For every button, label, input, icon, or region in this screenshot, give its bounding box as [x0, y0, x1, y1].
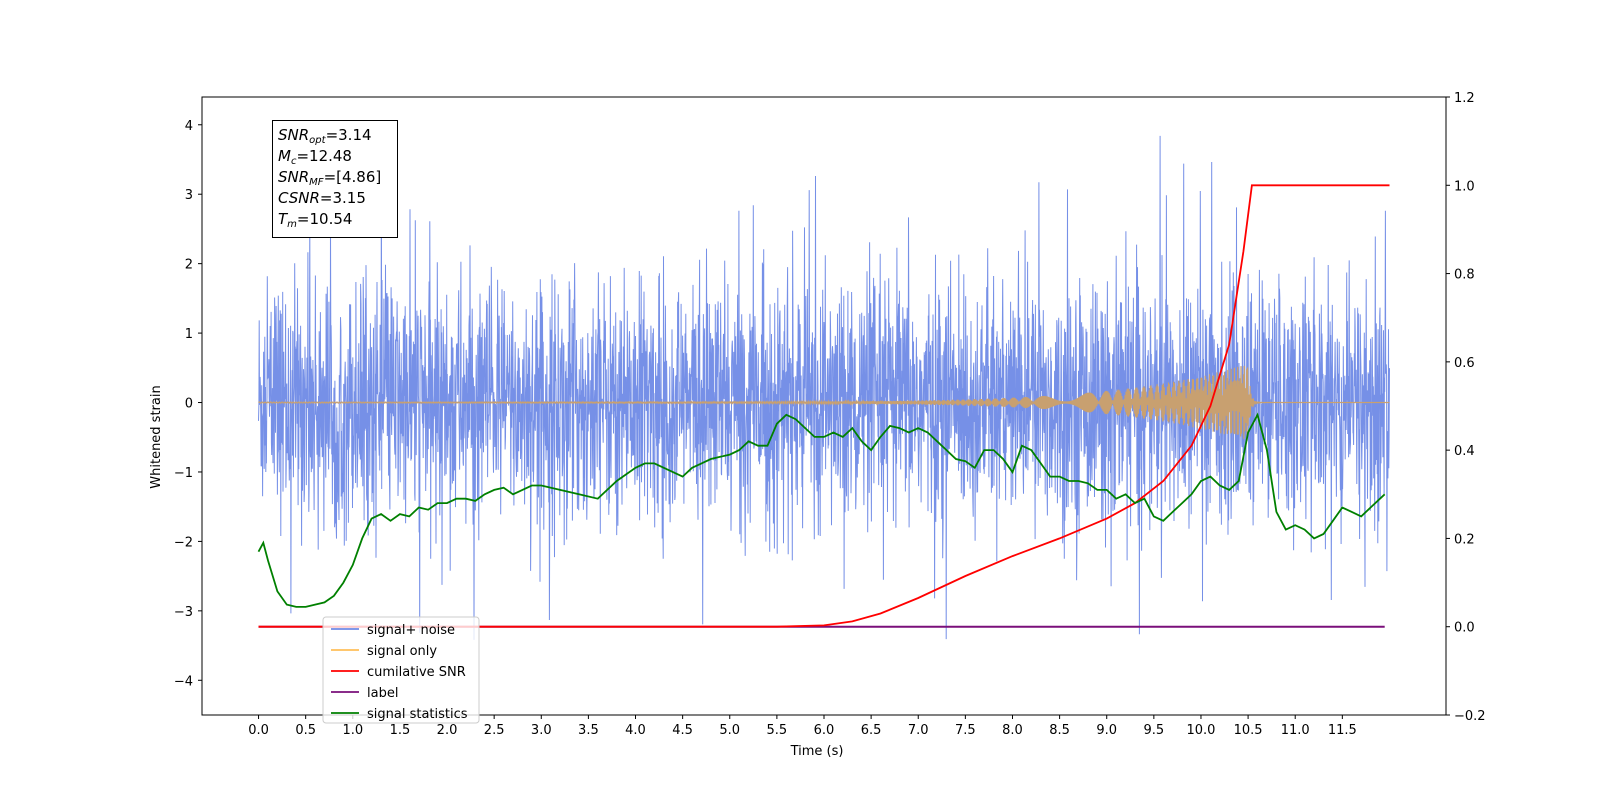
x-tick-label: 5.0 [719, 723, 740, 738]
y-left-tick-label: 1 [185, 327, 193, 342]
y-left-tick-label: −2 [174, 535, 193, 550]
y-right-tick-label: 1.2 [1454, 91, 1475, 106]
y-left-tick-label: −4 [174, 674, 193, 689]
x-tick-label: 10.5 [1234, 723, 1263, 738]
x-tick-label: 6.5 [861, 723, 882, 738]
legend-label: signal statistics [367, 707, 468, 722]
x-axis-ticks: 0.0 0.5 1.0 1.5 2.0 2.5 3.0 3.5 4.0 4.5 5.0 5.5 6.0 6… [248, 715, 1357, 738]
y-right-tick-label: 0.2 [1454, 532, 1475, 547]
y-left-tick-label: 4 [185, 119, 193, 134]
legend-label: signal+ noise [367, 623, 455, 638]
y-right-tick-label: 1.0 [1454, 179, 1475, 194]
x-tick-label: 4.5 [672, 723, 693, 738]
y-right-tick-label: 0.8 [1454, 268, 1475, 283]
legend-label: cumilative SNR [367, 665, 466, 680]
y-left-tick-label: 2 [185, 258, 193, 273]
x-tick-label: 6.0 [814, 723, 835, 738]
y-left-tick-label: −3 [174, 605, 193, 620]
signal-statistics-series [257, 412, 1386, 608]
x-tick-label: 5.5 [767, 723, 788, 738]
x-tick-label: 7.0 [908, 723, 929, 738]
y-axis-label: Whitened strain [149, 385, 164, 488]
cumulative-snr-line [258, 184, 1390, 628]
tm-line: Tm=10.54 [278, 210, 353, 230]
x-tick-label: 10.0 [1186, 723, 1215, 738]
legend-label: label [367, 686, 398, 701]
x-axis-label: Time (s) [790, 744, 844, 759]
x-tick-label: 0.0 [248, 723, 269, 738]
y-left-axis-ticks: 4 3 2 1 0 −1 −2 −3 −4 [174, 119, 202, 689]
y-right-tick-label: 0.4 [1454, 444, 1475, 459]
signal-noise-line [258, 135, 1390, 640]
x-tick-label: 7.5 [955, 723, 976, 738]
x-tick-label: 2.5 [484, 723, 505, 738]
y-right-tick-label: −0.2 [1454, 709, 1486, 724]
x-tick-label: 11.5 [1328, 723, 1357, 738]
x-tick-label: 2.0 [437, 723, 458, 738]
signal-only-line [258, 365, 1390, 441]
x-tick-label: 9.0 [1096, 723, 1117, 738]
signal-only-series [258, 365, 1390, 441]
y-right-tick-label: 0.6 [1454, 356, 1475, 371]
x-tick-label: 3.5 [578, 723, 599, 738]
snr-opt-line: SNRopt=3.14 [278, 126, 372, 146]
snr-mf-line: SNRMF=[4.86] [278, 168, 382, 188]
csnr-line: CSNR=3.15 [278, 189, 366, 207]
y-left-tick-label: 3 [185, 188, 193, 203]
mc-line: Mc=12.48 [278, 147, 352, 167]
signal-noise-series [258, 135, 1390, 640]
x-tick-label: 1.5 [390, 723, 411, 738]
x-tick-label: 3.0 [531, 723, 552, 738]
legend: signal+ noise signal only cumilative SNR la… [322, 616, 480, 724]
x-tick-label: 1.0 [342, 723, 363, 738]
y-left-tick-label: 0 [185, 397, 193, 412]
x-tick-label: 4.0 [625, 723, 646, 738]
legend-box [322, 616, 480, 724]
x-tick-label: 9.5 [1144, 723, 1165, 738]
x-tick-label: 0.5 [295, 723, 316, 738]
y-right-tick-label: 0.0 [1454, 621, 1475, 636]
y-left-tick-label: −1 [174, 466, 193, 481]
legend-label: signal only [367, 644, 437, 659]
x-tick-label: 11.0 [1281, 723, 1310, 738]
annotation-box: SNRopt=3.14 Mc=12.48 SNRMF=[4.86] CSNR=3… [272, 120, 398, 238]
cumulative-snr-series [258, 184, 1390, 628]
x-tick-label: 8.0 [1002, 723, 1023, 738]
signal-statistics-line [257, 412, 1386, 608]
y-right-axis-ticks: 1.2 1.0 0.8 0.6 0.4 0.2 0.0 −0.2 [1446, 91, 1486, 724]
x-tick-label: 8.5 [1049, 723, 1070, 738]
